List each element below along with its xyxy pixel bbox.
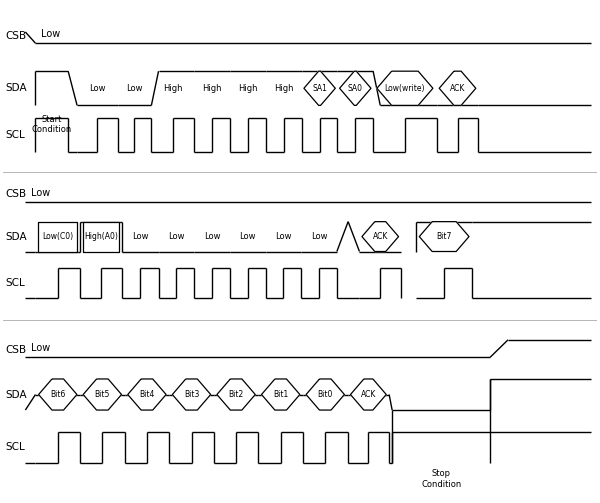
- Polygon shape: [350, 379, 386, 410]
- Text: SDA: SDA: [6, 83, 28, 93]
- Text: Low: Low: [168, 232, 185, 241]
- Text: High(A0): High(A0): [84, 232, 118, 241]
- Text: Bit4: Bit4: [139, 390, 155, 399]
- Text: SCL: SCL: [6, 130, 25, 140]
- Text: Low: Low: [41, 30, 61, 39]
- Polygon shape: [419, 222, 469, 252]
- Polygon shape: [128, 379, 166, 410]
- Text: SCL: SCL: [6, 278, 25, 288]
- Text: ACK: ACK: [361, 390, 376, 399]
- Text: Bit2: Bit2: [229, 390, 244, 399]
- Text: Low: Low: [275, 232, 292, 241]
- Text: Low: Low: [31, 188, 50, 198]
- Polygon shape: [439, 71, 476, 105]
- Polygon shape: [172, 379, 211, 410]
- Polygon shape: [262, 379, 300, 410]
- Text: SCL: SCL: [6, 442, 25, 452]
- Polygon shape: [340, 71, 371, 105]
- Text: High: High: [239, 84, 258, 93]
- Polygon shape: [38, 222, 77, 252]
- Polygon shape: [362, 222, 398, 252]
- Text: High: High: [203, 84, 222, 93]
- Text: Bit3: Bit3: [184, 390, 199, 399]
- Text: Low(C0): Low(C0): [42, 232, 73, 241]
- Text: ACK: ACK: [450, 84, 465, 93]
- Text: ACK: ACK: [373, 232, 388, 241]
- Text: Bit5: Bit5: [95, 390, 110, 399]
- Polygon shape: [304, 71, 335, 105]
- Polygon shape: [306, 379, 344, 410]
- Polygon shape: [83, 222, 119, 252]
- Text: High: High: [163, 84, 182, 93]
- Text: High: High: [274, 84, 293, 93]
- Text: SDA: SDA: [6, 389, 28, 399]
- Text: Bit7: Bit7: [436, 232, 452, 241]
- Text: SA1: SA1: [312, 84, 327, 93]
- Text: Low: Low: [239, 232, 256, 241]
- Text: Bit0: Bit0: [317, 390, 333, 399]
- Polygon shape: [38, 379, 77, 410]
- Text: Start
Condition: Start Condition: [31, 115, 71, 134]
- Text: Low(write): Low(write): [385, 84, 425, 93]
- Polygon shape: [377, 71, 433, 105]
- Text: Bit1: Bit1: [273, 390, 289, 399]
- Text: Low: Low: [311, 232, 327, 241]
- Text: SDA: SDA: [6, 231, 28, 241]
- Text: Bit6: Bit6: [50, 390, 65, 399]
- Text: Stop
Condition: Stop Condition: [421, 469, 461, 488]
- Text: Low: Low: [204, 232, 220, 241]
- Text: Low: Low: [31, 344, 50, 354]
- Text: CSB: CSB: [6, 189, 27, 199]
- Text: Low: Low: [89, 84, 106, 93]
- Polygon shape: [83, 379, 122, 410]
- Text: CSB: CSB: [6, 31, 27, 41]
- Text: Low: Low: [132, 232, 148, 241]
- Text: Low: Low: [126, 84, 143, 93]
- Text: SA0: SA0: [348, 84, 363, 93]
- Text: CSB: CSB: [6, 345, 27, 355]
- Polygon shape: [217, 379, 255, 410]
